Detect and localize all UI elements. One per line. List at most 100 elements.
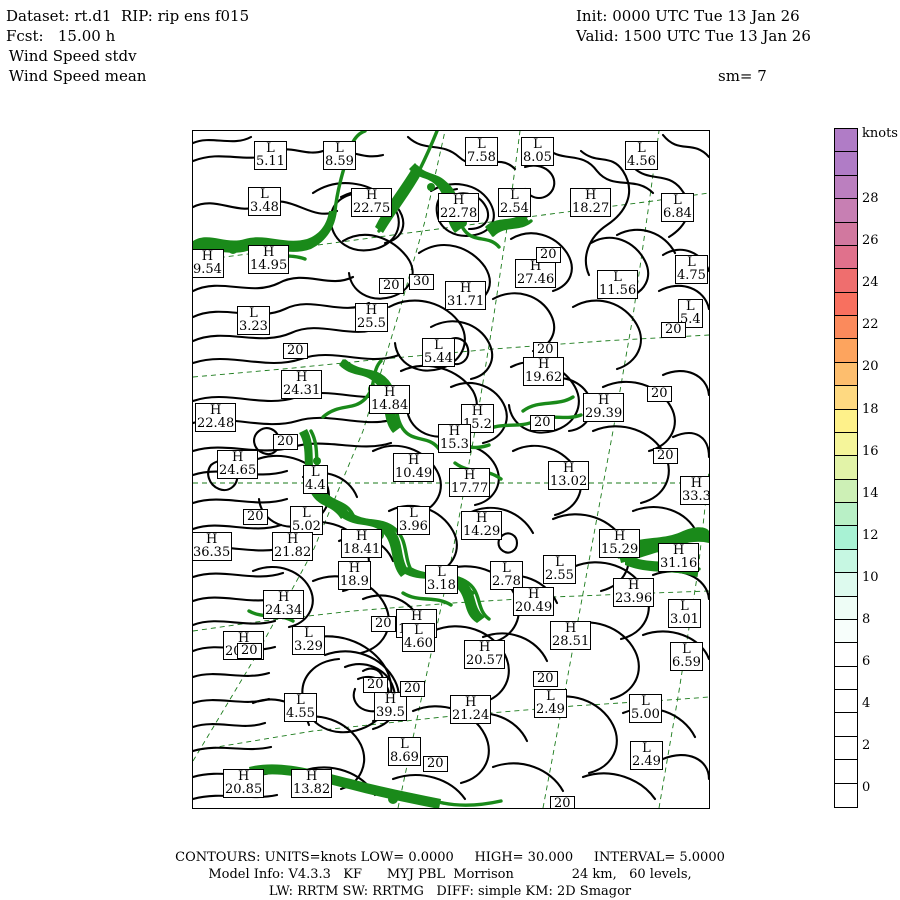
colorbar-band (835, 409, 857, 433)
dataset-line: Dataset: rt.d1 RIP: rip ens f015 (6, 7, 250, 25)
extremum-value: 22.75 (353, 201, 391, 216)
extremum-value: 14.95 (250, 258, 288, 273)
extremum-value: 2.55 (545, 568, 574, 583)
colorbar-band (835, 479, 857, 503)
extremum-label: H 21.24 (450, 695, 492, 724)
forecast-line: Fcst: 15.00 h (6, 27, 116, 45)
extremum-type: L (642, 741, 651, 756)
extremum-type: H (231, 450, 244, 465)
colorbar-tick-label: 18 (862, 401, 879, 417)
extremum-value: 8.69 (390, 750, 419, 765)
colorbar-tick-label: 14 (862, 485, 879, 501)
extremum-value: 4.4 (305, 478, 326, 493)
extremum-value: 2.49 (536, 702, 565, 717)
extremum-label: L 5.02 (290, 506, 323, 535)
extremum-label: H 24.31 (281, 370, 323, 399)
contour-value-label: 20 (400, 681, 425, 697)
extremum-label: H 22.48 (195, 403, 237, 432)
colorbar-tick-label: 12 (862, 527, 879, 543)
extremum-type: H (537, 357, 550, 372)
extremum-type: H (448, 424, 461, 439)
extremum-type: H (407, 453, 420, 468)
extremum-type: H (384, 692, 397, 707)
extremum-value: 33.3 (682, 489, 710, 504)
colorbar-band (835, 362, 857, 387)
colorbar-band (835, 152, 857, 176)
map-panel[interactable]: L 5.11 L 8.59 L 7.58 L 8.05 L 4.56 L 3.48 H 22.75 H 22.… (192, 130, 710, 809)
colorbar-band (835, 245, 857, 270)
extremum-value: 13.82 (293, 782, 331, 797)
colorbar-tick-label: 22 (862, 317, 879, 333)
contour-value-label: 20 (423, 756, 448, 772)
extremum-label: L 3.29 (292, 626, 325, 655)
extremum-value: 6.59 (672, 655, 701, 670)
extremum-value: 22.48 (197, 416, 235, 431)
extremum-label: H 13.82 (291, 769, 333, 798)
extremum-value: 15.3 (440, 437, 469, 452)
extremum-type: L (477, 137, 486, 152)
extremum-value: 17.77 (451, 481, 489, 496)
extremum-value: 27.46 (517, 272, 555, 287)
colorbar-unit-label: knots (862, 126, 898, 141)
extremum-type: L (434, 338, 443, 353)
extremum-type: H (463, 468, 476, 483)
extremum-value: 3.29 (294, 639, 323, 654)
extremum-value: 22.78 (440, 206, 478, 221)
extremum-value: 15.29 (601, 542, 639, 557)
extremum-value: 13.02 (550, 474, 588, 489)
extremum-label: L 3.23 (237, 306, 270, 335)
colorbar-band (835, 129, 857, 153)
valid-time-line: Valid: 1500 UTC Tue 13 Jan 26 (576, 27, 811, 45)
extremum-type: H (464, 695, 477, 710)
extremum-label: L 4.56 (625, 141, 658, 170)
extremum-label: H 33.3 (680, 476, 710, 505)
extremum-value: 4.56 (627, 154, 656, 169)
extremum-type: L (533, 137, 542, 152)
extremum-value: 18.27 (572, 201, 610, 216)
extremum-label: H 22.78 (438, 193, 480, 222)
extremum-label: L 11.56 (597, 270, 639, 299)
extremum-type: H (365, 188, 378, 203)
extremum-type: H (295, 370, 308, 385)
extremum-value: 9.54 (193, 262, 222, 277)
extremum-value: 11.56 (599, 283, 637, 298)
contour-value-label: 20 (363, 677, 388, 693)
colorbar-band (835, 269, 857, 293)
extremum-value: 18.9 (340, 574, 369, 589)
contour-value-label: 20 (533, 342, 558, 358)
extremum-type: H (471, 404, 484, 419)
extremum-label: L 4.75 (675, 255, 708, 284)
extremum-value: 21.24 (452, 708, 490, 723)
extremum-type: H (690, 476, 703, 491)
extremum-label: L 4.55 (284, 693, 317, 722)
colorbar-tick-label: 4 (862, 696, 871, 712)
extremum-type: L (302, 506, 311, 521)
extremum-label: L 2.49 (630, 741, 663, 770)
extremum-type: H (262, 245, 275, 260)
colorbar-band (835, 503, 857, 527)
colorbar-tick-label: 0 (862, 780, 871, 796)
extremum-type: H (627, 578, 640, 593)
extremum-type: H (672, 543, 685, 558)
extremum-value: 3.96 (399, 519, 428, 534)
extremum-type: H (286, 532, 299, 547)
extremum-label: L 6.84 (661, 193, 694, 222)
contour-value-label: 20 (283, 343, 308, 359)
extremum-value: 4.55 (286, 706, 315, 721)
contour-value-label: 20 (379, 278, 404, 294)
extremum-type: H (562, 461, 575, 476)
extremum-label: H 24.34 (263, 590, 305, 619)
extremum-type: L (680, 599, 689, 614)
extremum-label: H 15.3 (438, 424, 471, 453)
colorbar-tick-label: 28 (862, 191, 879, 207)
extremum-label: L 7.58 (465, 137, 498, 166)
extremum-label: H 15.29 (599, 529, 641, 558)
extremum-label: H 20.49 (513, 587, 555, 616)
extremum-type: L (502, 561, 511, 576)
colorbar-band (835, 316, 857, 340)
extremum-type: L (335, 141, 344, 156)
colorbar[interactable] (834, 128, 858, 808)
extremum-label: H 14.29 (461, 511, 503, 540)
colorbar-band (835, 526, 857, 550)
extremum-value: 14.29 (463, 524, 501, 539)
